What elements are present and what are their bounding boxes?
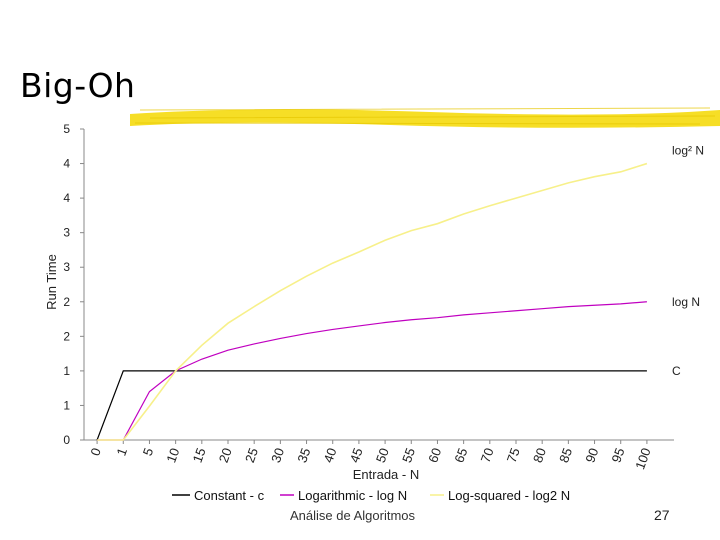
x-tick-label: 1 — [114, 446, 131, 458]
x-tick-label: 95 — [609, 446, 628, 465]
y-tick-label: 4 — [63, 157, 70, 171]
y-tick-label: 1 — [63, 364, 70, 378]
x-tick-label: 10 — [163, 446, 182, 465]
x-tick-label: 45 — [347, 446, 366, 465]
x-tick-label: 20 — [216, 446, 235, 465]
series-line-2 — [97, 301, 647, 441]
x-tick-label: 80 — [530, 446, 549, 465]
y-tick-label: 2 — [63, 295, 70, 309]
y-tick-label: 2 — [63, 329, 70, 343]
x-tick-label: 85 — [556, 446, 575, 465]
x-tick-label: 0 — [87, 446, 104, 458]
x-tick-label: 35 — [294, 446, 313, 465]
x-tick-label: 60 — [425, 446, 444, 465]
x-tick-label: 100 — [632, 446, 654, 472]
y-tick-label: 5 — [63, 122, 70, 136]
series-end-label: C — [672, 364, 681, 378]
slide-footer: Análise de Algoritmos — [290, 508, 416, 523]
legend-entry: Log-squared - log2 N — [448, 488, 570, 503]
legend-entry: Logarithmic - log N — [298, 488, 407, 503]
y-axis-label: Run Time — [44, 254, 59, 310]
page-number: 27 — [654, 507, 670, 523]
x-tick-label: 50 — [373, 446, 392, 465]
series-end-label: log N — [672, 295, 700, 309]
x-tick-label: 75 — [504, 446, 523, 465]
y-tick-label: 4 — [63, 191, 70, 205]
y-tick-label: 3 — [63, 260, 70, 274]
title-highlight-stroke — [130, 107, 720, 128]
legend-entry: Constant - c — [194, 488, 265, 503]
x-tick-label: 30 — [268, 446, 287, 465]
x-tick-label: 70 — [478, 446, 497, 465]
y-tick-label: 3 — [63, 226, 70, 240]
x-tick-label: 15 — [190, 446, 209, 465]
y-tick-label: 1 — [63, 398, 70, 412]
x-tick-label: 90 — [582, 446, 601, 465]
x-tick-label: 65 — [451, 446, 470, 465]
x-tick-label: 40 — [321, 446, 340, 465]
x-tick-label: 25 — [242, 446, 261, 465]
series-line-1 — [96, 370, 647, 441]
series-line-3 — [97, 162, 648, 441]
x-tick-label: 55 — [399, 446, 418, 465]
x-axis-label: Entrada - N — [353, 467, 419, 482]
series-end-label: log² N — [672, 144, 704, 158]
y-tick-label: 0 — [63, 433, 70, 447]
x-tick-label: 5 — [140, 446, 157, 458]
slide-title: Big-Oh — [20, 66, 136, 105]
